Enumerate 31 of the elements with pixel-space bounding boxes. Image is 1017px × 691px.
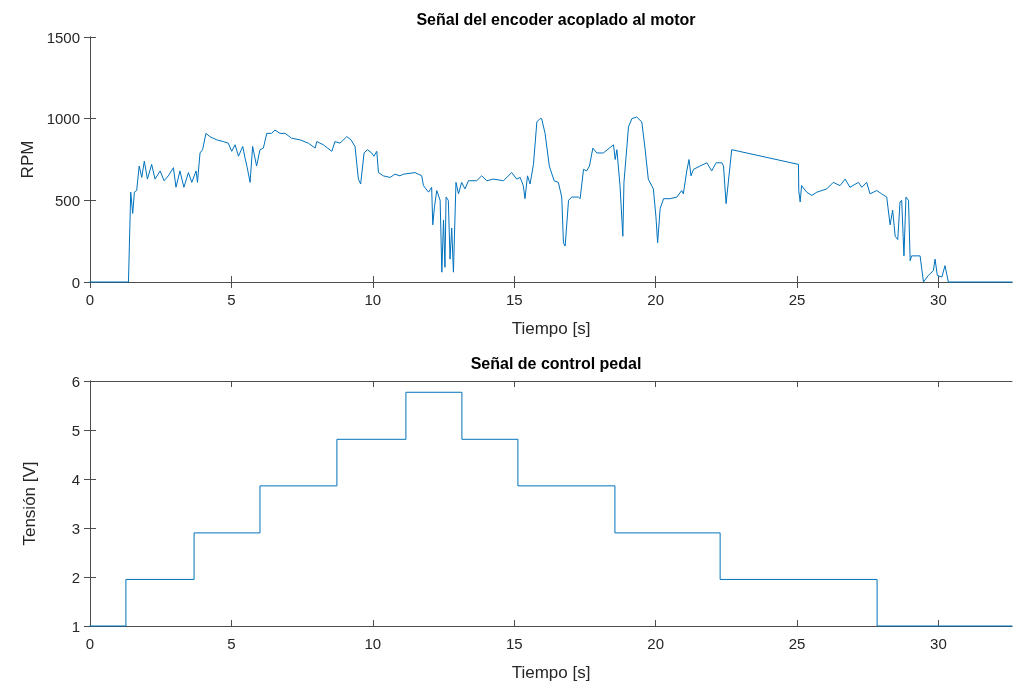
y-tick-label: 3 bbox=[71, 519, 80, 537]
y-axis-title: Tensión [V] bbox=[20, 461, 39, 546]
y-axis-title: RPM bbox=[17, 140, 37, 179]
y-tick-label: 1500 bbox=[46, 28, 80, 46]
line-series bbox=[89, 116, 1013, 283]
y-tick-label: 500 bbox=[54, 191, 80, 209]
x-tick-label: 0 bbox=[85, 291, 95, 308]
x-tick-label: 30 bbox=[930, 635, 947, 652]
y-tick-label: 6 bbox=[71, 372, 80, 390]
x-tick-label: 25 bbox=[788, 291, 806, 308]
y-tick-label: 5 bbox=[71, 421, 80, 439]
chart-title: Señal del encoder acoplado al motor bbox=[416, 10, 696, 28]
x-tick-label: 20 bbox=[647, 291, 664, 308]
y-tick-label: 1000 bbox=[46, 110, 80, 128]
x-tick-label: 15 bbox=[505, 635, 523, 652]
x-tick-label: 10 bbox=[364, 291, 382, 308]
x-tick-label: 15 bbox=[505, 291, 523, 308]
y-tick-label: 1 bbox=[71, 617, 80, 635]
y-tick-label: 0 bbox=[71, 273, 80, 291]
y-tick-label: 4 bbox=[71, 470, 80, 488]
x-tick-label: 0 bbox=[85, 635, 95, 652]
x-tick-label: 25 bbox=[788, 635, 806, 652]
x-axis-title: Tiempo [s] bbox=[511, 319, 591, 338]
x-axis-title: Tiempo [s] bbox=[511, 663, 591, 682]
x-tick-label: 10 bbox=[364, 635, 382, 652]
x-tick-label: 5 bbox=[227, 635, 236, 652]
x-tick-label: 20 bbox=[647, 635, 664, 652]
y-tick-label: 2 bbox=[71, 568, 80, 586]
x-tick-label: 5 bbox=[227, 291, 236, 308]
x-tick-label: 30 bbox=[930, 291, 947, 308]
chart-title: Señal de control pedal bbox=[470, 354, 642, 372]
